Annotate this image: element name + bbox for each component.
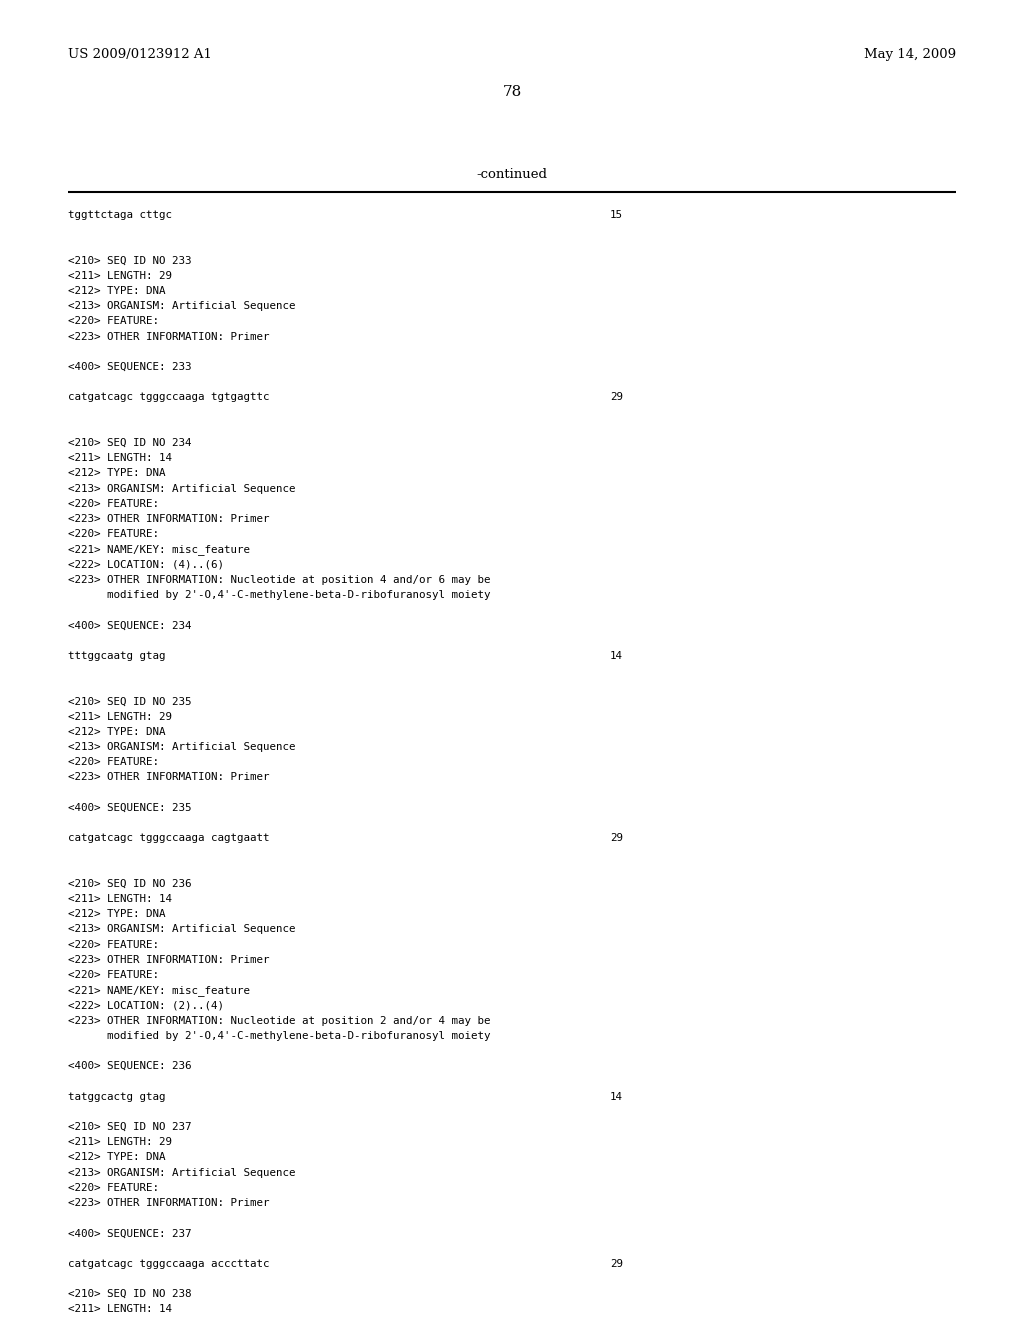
Text: <212> TYPE: DNA: <212> TYPE: DNA: [68, 1152, 166, 1163]
Text: <210> SEQ ID NO 233: <210> SEQ ID NO 233: [68, 256, 191, 265]
Text: <222> LOCATION: (4)..(6): <222> LOCATION: (4)..(6): [68, 560, 224, 570]
Text: <213> ORGANISM: Artificial Sequence: <213> ORGANISM: Artificial Sequence: [68, 301, 296, 312]
Text: <210> SEQ ID NO 234: <210> SEQ ID NO 234: [68, 438, 191, 447]
Text: 15: 15: [610, 210, 623, 220]
Text: 78: 78: [503, 84, 521, 99]
Text: <400> SEQUENCE: 234: <400> SEQUENCE: 234: [68, 620, 191, 631]
Text: <220> FEATURE:: <220> FEATURE:: [68, 1183, 159, 1193]
Text: <223> OTHER INFORMATION: Nucleotide at position 4 and/or 6 may be: <223> OTHER INFORMATION: Nucleotide at p…: [68, 574, 490, 585]
Text: <221> NAME/KEY: misc_feature: <221> NAME/KEY: misc_feature: [68, 544, 250, 556]
Text: 29: 29: [610, 833, 623, 843]
Text: <223> OTHER INFORMATION: Primer: <223> OTHER INFORMATION: Primer: [68, 954, 269, 965]
Text: <223> OTHER INFORMATION: Primer: <223> OTHER INFORMATION: Primer: [68, 772, 269, 783]
Text: May 14, 2009: May 14, 2009: [864, 48, 956, 61]
Text: catgatcagc tgggccaaga cagtgaatt: catgatcagc tgggccaaga cagtgaatt: [68, 833, 269, 843]
Text: <400> SEQUENCE: 237: <400> SEQUENCE: 237: [68, 1229, 191, 1238]
Text: <211> LENGTH: 14: <211> LENGTH: 14: [68, 453, 172, 463]
Text: catgatcagc tgggccaaga tgtgagttc: catgatcagc tgggccaaga tgtgagttc: [68, 392, 269, 403]
Text: <220> FEATURE:: <220> FEATURE:: [68, 970, 159, 979]
Text: US 2009/0123912 A1: US 2009/0123912 A1: [68, 48, 212, 61]
Text: <220> FEATURE:: <220> FEATURE:: [68, 317, 159, 326]
Text: tttggcaatg gtag: tttggcaatg gtag: [68, 651, 166, 661]
Text: <210> SEQ ID NO 235: <210> SEQ ID NO 235: [68, 697, 191, 706]
Text: <213> ORGANISM: Artificial Sequence: <213> ORGANISM: Artificial Sequence: [68, 1168, 296, 1177]
Text: <213> ORGANISM: Artificial Sequence: <213> ORGANISM: Artificial Sequence: [68, 742, 296, 752]
Text: <220> FEATURE:: <220> FEATURE:: [68, 758, 159, 767]
Text: <222> LOCATION: (2)..(4): <222> LOCATION: (2)..(4): [68, 1001, 224, 1010]
Text: -continued: -continued: [476, 168, 548, 181]
Text: <210> SEQ ID NO 238: <210> SEQ ID NO 238: [68, 1290, 191, 1299]
Text: <212> TYPE: DNA: <212> TYPE: DNA: [68, 286, 166, 296]
Text: modified by 2'-O,4'-C-methylene-beta-D-ribofuranosyl moiety: modified by 2'-O,4'-C-methylene-beta-D-r…: [68, 590, 490, 601]
Text: tatggcactg gtag: tatggcactg gtag: [68, 1092, 166, 1102]
Text: <212> TYPE: DNA: <212> TYPE: DNA: [68, 469, 166, 478]
Text: <211> LENGTH: 29: <211> LENGTH: 29: [68, 711, 172, 722]
Text: 14: 14: [610, 651, 623, 661]
Text: <211> LENGTH: 29: <211> LENGTH: 29: [68, 271, 172, 281]
Text: 14: 14: [610, 1092, 623, 1102]
Text: <223> OTHER INFORMATION: Primer: <223> OTHER INFORMATION: Primer: [68, 513, 269, 524]
Text: <212> TYPE: DNA: <212> TYPE: DNA: [68, 727, 166, 737]
Text: <211> LENGTH: 14: <211> LENGTH: 14: [68, 894, 172, 904]
Text: <400> SEQUENCE: 235: <400> SEQUENCE: 235: [68, 803, 191, 813]
Text: 29: 29: [610, 392, 623, 403]
Text: <220> FEATURE:: <220> FEATURE:: [68, 940, 159, 949]
Text: 29: 29: [610, 1259, 623, 1269]
Text: catgatcagc tgggccaaga acccttatc: catgatcagc tgggccaaga acccttatc: [68, 1259, 269, 1269]
Text: <221> NAME/KEY: misc_feature: <221> NAME/KEY: misc_feature: [68, 985, 250, 997]
Text: <211> LENGTH: 29: <211> LENGTH: 29: [68, 1138, 172, 1147]
Text: <213> ORGANISM: Artificial Sequence: <213> ORGANISM: Artificial Sequence: [68, 483, 296, 494]
Text: <213> ORGANISM: Artificial Sequence: <213> ORGANISM: Artificial Sequence: [68, 924, 296, 935]
Text: <220> FEATURE:: <220> FEATURE:: [68, 499, 159, 508]
Text: <211> LENGTH: 14: <211> LENGTH: 14: [68, 1304, 172, 1315]
Text: <212> TYPE: DNA: <212> TYPE: DNA: [68, 909, 166, 919]
Text: tggttctaga cttgc: tggttctaga cttgc: [68, 210, 172, 220]
Text: <223> OTHER INFORMATION: Primer: <223> OTHER INFORMATION: Primer: [68, 1199, 269, 1208]
Text: <223> OTHER INFORMATION: Primer: <223> OTHER INFORMATION: Primer: [68, 331, 269, 342]
Text: <400> SEQUENCE: 233: <400> SEQUENCE: 233: [68, 362, 191, 372]
Text: <220> FEATURE:: <220> FEATURE:: [68, 529, 159, 539]
Text: <223> OTHER INFORMATION: Nucleotide at position 2 and/or 4 may be: <223> OTHER INFORMATION: Nucleotide at p…: [68, 1015, 490, 1026]
Text: <210> SEQ ID NO 237: <210> SEQ ID NO 237: [68, 1122, 191, 1133]
Text: modified by 2'-O,4'-C-methylene-beta-D-ribofuranosyl moiety: modified by 2'-O,4'-C-methylene-beta-D-r…: [68, 1031, 490, 1040]
Text: <210> SEQ ID NO 236: <210> SEQ ID NO 236: [68, 879, 191, 888]
Text: <400> SEQUENCE: 236: <400> SEQUENCE: 236: [68, 1061, 191, 1072]
